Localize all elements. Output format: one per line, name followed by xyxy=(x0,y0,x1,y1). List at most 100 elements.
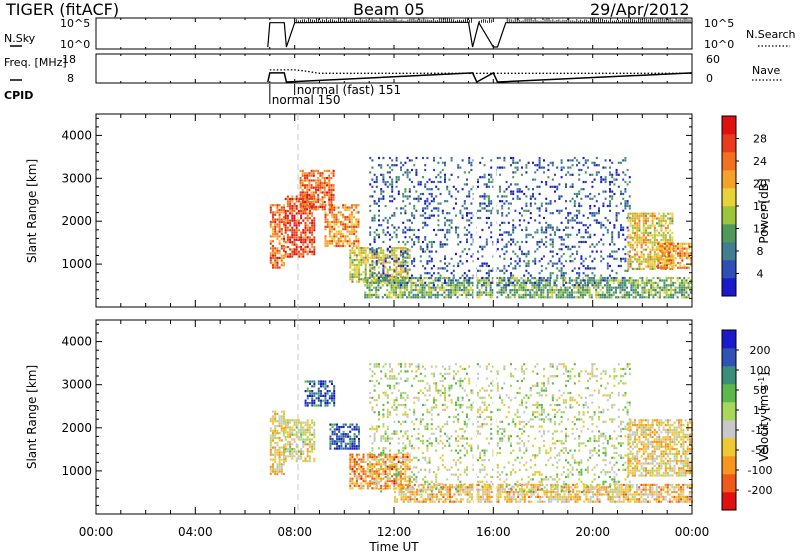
heatmap-cell-region-6 xyxy=(413,243,416,246)
heatmap-cell-region-6 xyxy=(373,214,376,217)
heatmap-cell-region-4 xyxy=(402,463,405,466)
heatmap-cell-region-3 xyxy=(350,228,353,231)
heatmap-cell-region-5 xyxy=(397,279,400,282)
heatmap-cell-region-6 xyxy=(540,238,543,241)
heatmap-cell-region-4 xyxy=(393,465,396,468)
heatmap-cell-region-4 xyxy=(391,460,394,463)
heatmap-cell-region-3 xyxy=(355,223,358,226)
heatmap-cell-region-6 xyxy=(580,257,583,260)
heatmap-cell-region-5 xyxy=(447,289,450,292)
heatmap-cell-region-4 xyxy=(366,468,369,471)
heatmap-cell-region-1 xyxy=(300,236,303,239)
heatmap-cell-region-3 xyxy=(348,225,351,228)
heatmap-cell-region-7 xyxy=(651,217,654,220)
heatmap-cell-region-5 xyxy=(456,289,459,292)
heatmap-cell-region-5 xyxy=(465,291,468,294)
heatmap-cell-region-7 xyxy=(638,267,641,270)
heatmap-cell-region-0 xyxy=(283,453,285,456)
heatmap-cell-region-1 xyxy=(295,248,298,251)
heatmap-cell-region-5 xyxy=(443,291,446,294)
heatmap-cell-region-2 xyxy=(306,191,309,194)
heatmap-cell-region-5 xyxy=(373,277,375,280)
heatmap-cell-region-3 xyxy=(355,240,358,243)
heatmap-cell-region-6 xyxy=(578,284,581,287)
heatmap-cell-region-0 xyxy=(274,218,277,221)
heatmap-cell-region-2 xyxy=(319,179,322,182)
heatmap-cell-region-7 xyxy=(651,265,654,268)
heatmap-cell-region-3 xyxy=(328,235,331,238)
heatmap-cell-region-4 xyxy=(349,472,352,475)
heatmap-cell-region-4 xyxy=(402,259,405,262)
heatmap-cell-region-6 xyxy=(514,226,517,229)
heatmap-cell-region-7 xyxy=(651,222,654,225)
heatmap-cell-region-5 xyxy=(390,277,393,280)
heatmap-cell-region-4 xyxy=(406,261,409,264)
heatmap-cell-region-1 xyxy=(295,250,298,253)
heatmap-cell-region-4 xyxy=(362,271,365,274)
heatmap-cell-region-5 xyxy=(465,289,468,292)
heatmap-cell-region-0 xyxy=(280,206,283,209)
heatmap-cell-region-5 xyxy=(665,296,668,299)
heatmap-cell-region-8 xyxy=(677,254,679,257)
heatmap-cell-region-6 xyxy=(613,257,616,260)
heatmap-cell-region-4 xyxy=(408,249,411,252)
heatmap-cell-region-1 xyxy=(311,214,314,217)
heatmap-cell-region-5 xyxy=(395,293,397,296)
heatmap-cell-region-2 xyxy=(330,191,333,194)
heatmap-cell-region-5 xyxy=(687,286,690,289)
heatmap-cell-region-6 xyxy=(582,156,585,160)
heatmap-cell-region-5 xyxy=(681,286,683,289)
heatmap-cell-region-5 xyxy=(467,289,470,292)
heatmap-cell-region-1 xyxy=(311,212,314,215)
heatmap-cell-region-3 xyxy=(357,242,360,245)
heatmap-cell-region-6 xyxy=(375,252,378,256)
heatmap-cell-region-6 xyxy=(604,197,607,200)
heatmap-cell-region-3 xyxy=(342,433,345,436)
noise-left-tick-bottom: 10^0 xyxy=(60,38,90,51)
heatmap-cell-region-7 xyxy=(629,219,632,222)
heatmap-cell-region-6 xyxy=(514,243,517,246)
heatmap-cell-region-2 xyxy=(315,201,317,204)
heatmap-cell-region-6 xyxy=(393,212,396,215)
heatmap-cell-region-8 xyxy=(670,254,673,257)
heatmap-cell-region-6 xyxy=(602,257,605,260)
heatmap-cell-region-6 xyxy=(373,180,376,184)
heatmap-cell-region-1 xyxy=(311,219,314,222)
heatmap-cell-region-3 xyxy=(331,216,334,219)
heatmap-cell-region-7 xyxy=(638,227,641,230)
heatmap-cell-region-1 xyxy=(302,445,305,448)
heatmap-cell-region-6 xyxy=(386,248,389,251)
heatmap-cell-region-0 xyxy=(276,444,279,447)
heatmap-cell-region-6 xyxy=(426,200,429,203)
heatmap-cell-region-6 xyxy=(609,195,611,198)
heatmap-cell-region-4 xyxy=(399,271,402,274)
heatmap-cell-region-5 xyxy=(654,281,657,284)
heatmap-cell-region-4 xyxy=(391,458,394,461)
heatmap-cell-region-6 xyxy=(389,195,391,198)
heatmap-cell-region-6 xyxy=(624,252,627,256)
heatmap-cell-region-0 xyxy=(278,266,281,269)
heatmap-cell-region-6 xyxy=(503,272,506,275)
heatmap-cell-region-3 xyxy=(348,230,351,233)
heatmap-cell-region-0 xyxy=(278,422,281,425)
heatmap-cell-region-7 xyxy=(638,263,641,266)
heatmap-cell-region-6 xyxy=(578,202,581,205)
heatmap-cell-region-5 xyxy=(599,296,602,299)
heatmap-cell-region-3 xyxy=(326,213,329,216)
heatmap-cell-region-7 xyxy=(645,231,647,234)
heatmap-cell-region-4 xyxy=(404,247,407,250)
heatmap-cell-region-6 xyxy=(439,228,442,232)
heatmap-cell-region-5 xyxy=(612,293,615,296)
heatmap-cell-region-6 xyxy=(419,192,422,196)
heatmap-cell-region-5 xyxy=(522,296,525,299)
heatmap-cell-region-0 xyxy=(274,424,277,428)
heatmap-cell-region-5 xyxy=(681,289,683,292)
heatmap-cell-region-6 xyxy=(488,264,490,268)
heatmap-cell-region-7 xyxy=(636,239,639,242)
heatmap-cell-region-6 xyxy=(435,176,438,179)
heatmap-cell-region-4 xyxy=(349,249,352,252)
heatmap-cell-region-1 xyxy=(306,426,309,429)
heatmap-cell-region-1 xyxy=(286,419,289,422)
heatmap-cell-region-5 xyxy=(502,291,505,294)
heatmap-cell-region-6 xyxy=(611,255,614,258)
